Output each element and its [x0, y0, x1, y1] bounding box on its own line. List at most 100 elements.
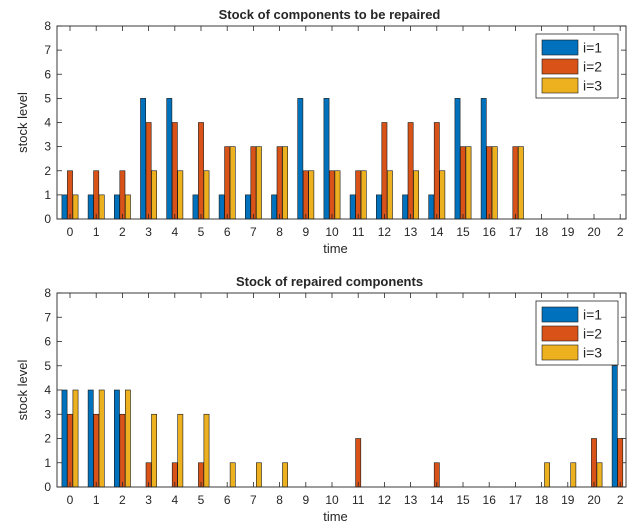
bar-series3-t5	[203, 170, 210, 220]
y-axis-label: stock level	[15, 92, 30, 153]
bar-series1-t11	[349, 194, 356, 220]
x-tick-label: 11	[352, 225, 365, 239]
chart-title: Stock of components to be repaired	[219, 7, 441, 22]
bar-series3-t1	[98, 389, 105, 488]
y-tick-label: 7	[44, 43, 51, 57]
bar-series2-t17	[512, 146, 519, 220]
y-tick-label: 1	[44, 188, 51, 202]
x-tick-label: 8	[276, 225, 283, 239]
x-tick-label: 2	[617, 225, 624, 239]
x-tick-label: 15	[456, 225, 470, 239]
x-tick-label: 10	[325, 225, 339, 239]
x-tick-label: 19	[561, 225, 575, 239]
bar-series3-t11	[360, 170, 367, 220]
x-tick-label: 13	[404, 493, 418, 507]
x-tick-label: 7	[250, 493, 257, 507]
bar-series2-t11	[355, 438, 362, 488]
x-tick-label: 17	[509, 493, 523, 507]
x-tick-label: 5	[198, 225, 205, 239]
bar-series1-t9	[297, 98, 304, 220]
x-tick-label: 2	[119, 225, 126, 239]
y-tick-label: 0	[44, 480, 51, 494]
x-tick-label: 0	[67, 225, 74, 239]
legend-label-1: i=1	[583, 40, 602, 56]
bar-series2-t9	[302, 170, 309, 220]
x-tick-label: 18	[535, 493, 549, 507]
x-tick-label: 14	[430, 225, 444, 239]
bar-series3-t7	[255, 146, 262, 220]
x-tick-label: 19	[561, 493, 575, 507]
bar-series3-t15	[465, 146, 472, 220]
x-tick-label: 2	[617, 493, 624, 507]
y-tick-label: 7	[44, 310, 51, 324]
bar-series3-t13	[413, 170, 419, 220]
legend-swatch-1	[541, 306, 579, 323]
legend-swatch-3	[541, 77, 579, 94]
bar-series2-t12	[381, 122, 388, 220]
bar-series2-t21	[617, 438, 624, 488]
bar-series3-t7	[255, 462, 262, 488]
bar-series1-t0	[61, 389, 68, 488]
bar-series2-t8	[276, 146, 283, 220]
bar-series3-t18	[544, 462, 550, 488]
bar-series3-t3	[151, 170, 157, 220]
y-tick-label: 1	[44, 456, 51, 470]
x-tick-label: 2	[119, 493, 126, 507]
bar-series2-t15	[460, 146, 466, 220]
legend: i=1 i=2 i=3	[535, 33, 619, 99]
bar-series1-t7	[245, 194, 251, 220]
x-tick-label: 12	[378, 225, 392, 239]
x-tick-label: 13	[404, 225, 418, 239]
legend-label-1: i=1	[583, 307, 602, 323]
x-tick-label: 12	[378, 493, 392, 507]
legend-label-3: i=3	[583, 78, 602, 94]
bar-series1-t1	[87, 389, 94, 488]
bar-series2-t16	[486, 146, 493, 220]
bar-series3-t9	[308, 170, 315, 220]
bar-series3-t1	[98, 194, 105, 220]
bar-series1-t1	[87, 194, 94, 220]
x-tick-label: 5	[198, 493, 205, 507]
bar-series2-t0	[67, 170, 73, 220]
legend-label-2: i=2	[583, 59, 602, 75]
bar-series2-t1	[93, 170, 100, 220]
bar-series1-t2	[114, 389, 120, 488]
legend-swatch-2	[541, 325, 579, 342]
bar-series3-t12	[386, 170, 393, 220]
bar-series3-t5	[203, 413, 210, 488]
x-tick-label: 20	[587, 493, 601, 507]
x-axis-label: time	[323, 241, 348, 256]
bar-series2-t0	[67, 413, 73, 488]
x-tick-label: 9	[302, 225, 309, 239]
bar-series1-t10	[323, 98, 330, 220]
bar-series1-t13	[402, 194, 408, 220]
bar-series1-t2	[114, 194, 120, 220]
legend-swatch-2	[541, 58, 579, 75]
y-tick-label: 6	[44, 335, 51, 349]
axes-frame	[56, 292, 627, 488]
bar-series3-t14	[439, 170, 446, 220]
x-tick-label: 1	[93, 225, 100, 239]
x-tick-label: 0	[67, 493, 74, 507]
bar-series1-t15	[454, 98, 461, 220]
y-tick-label: 8	[44, 19, 51, 33]
x-tick-label: 6	[224, 493, 231, 507]
x-tick-label: 7	[250, 225, 257, 239]
bar-series3-t4	[177, 413, 184, 488]
bar-series3-t20	[596, 462, 603, 488]
y-tick-label: 8	[44, 286, 51, 300]
bar-series2-t5	[198, 122, 204, 220]
bar-series2-t7	[250, 146, 257, 220]
legend-swatch-1	[541, 39, 579, 56]
bar-series2-t3	[145, 122, 152, 220]
bar-series3-t6	[229, 462, 236, 488]
x-tick-label: 10	[325, 493, 339, 507]
bar-series2-t6	[224, 146, 231, 220]
y-tick-label: 5	[44, 91, 51, 105]
x-tick-label: 17	[509, 225, 523, 239]
bar-series1-t14	[428, 194, 435, 220]
x-tick-label: 9	[302, 493, 309, 507]
x-tick-label: 18	[535, 225, 549, 239]
